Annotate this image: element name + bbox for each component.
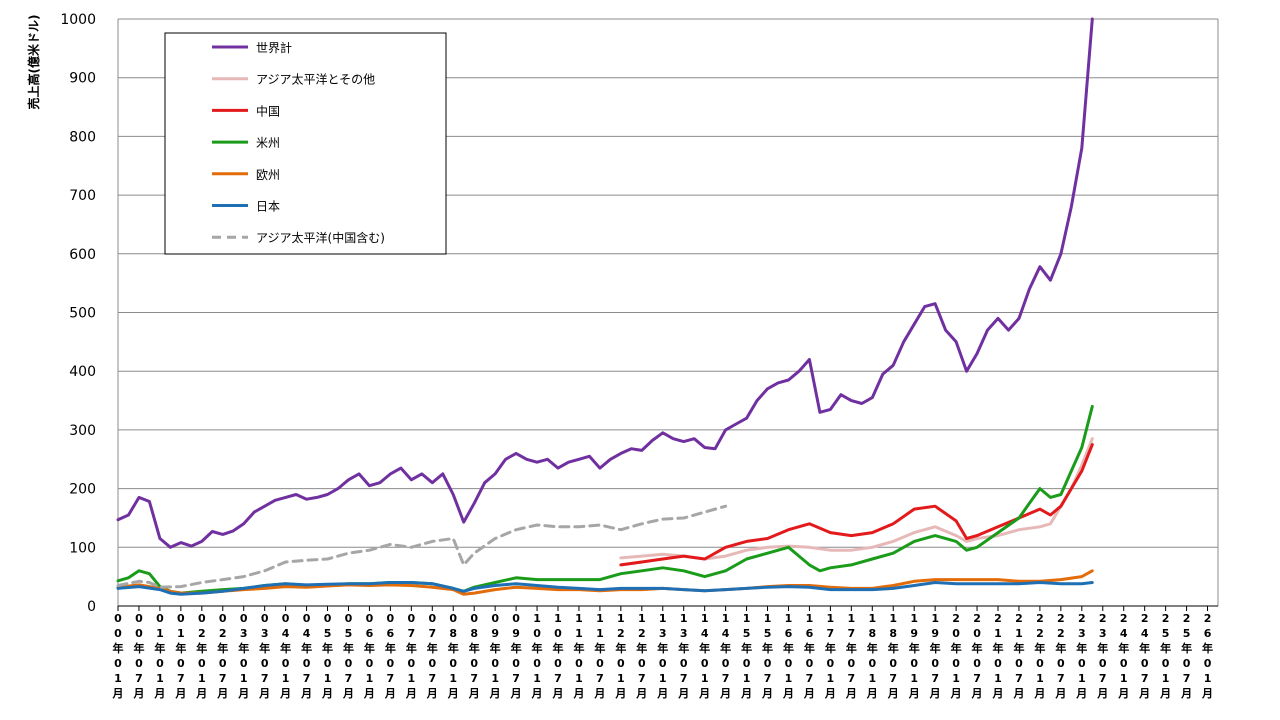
y-tick-label: 400: [69, 364, 96, 380]
legend-label: 欧州: [256, 168, 280, 182]
y-tick-label: 700: [69, 188, 96, 204]
legend-label: 日本: [256, 200, 280, 214]
y-tick-label: 300: [69, 423, 96, 439]
series-line: [116, 504, 728, 589]
x-axis-ticks: 0 0 年 0 1 月 0 0 年 0 7 月 0 1 年 0 1 月 0 1 年 0 7 月 0 2 年 0 1 月 0 2 年 0 7 月 0 3 年 0…: [112, 606, 1213, 700]
series-line: [619, 437, 1094, 561]
y-axis-ticks: 0 100 200 300 400 500 600 700 800 900 1000: [60, 12, 96, 615]
y-tick-label: 800: [69, 129, 96, 145]
y-tick-label: 600: [69, 247, 96, 263]
legend-label: 米州: [256, 136, 280, 150]
legend-label: アジア太平洋(中国含む): [256, 230, 385, 245]
y-tick-label: 1000: [60, 12, 96, 28]
y-axis-label: 売上高(億米ドル): [26, 15, 41, 110]
y-tick-label: 500: [69, 306, 96, 322]
y-tick-label: 900: [69, 71, 96, 87]
legend-label: 世界計: [256, 40, 292, 55]
series-lines: [116, 17, 1094, 596]
series-line: [116, 581, 1094, 596]
series-line: [116, 17, 1094, 549]
series-line: [619, 443, 1094, 567]
series-line: [116, 404, 1094, 595]
legend-label: アジア太平洋とその他: [256, 72, 375, 87]
legend-box: [164, 32, 447, 255]
y-tick-label: 0: [87, 599, 96, 615]
y-tick-label: 200: [69, 482, 96, 498]
grid-lines: [117, 18, 1219, 607]
y-tick-label: 100: [69, 540, 96, 556]
legend-label: 中国: [256, 103, 280, 118]
